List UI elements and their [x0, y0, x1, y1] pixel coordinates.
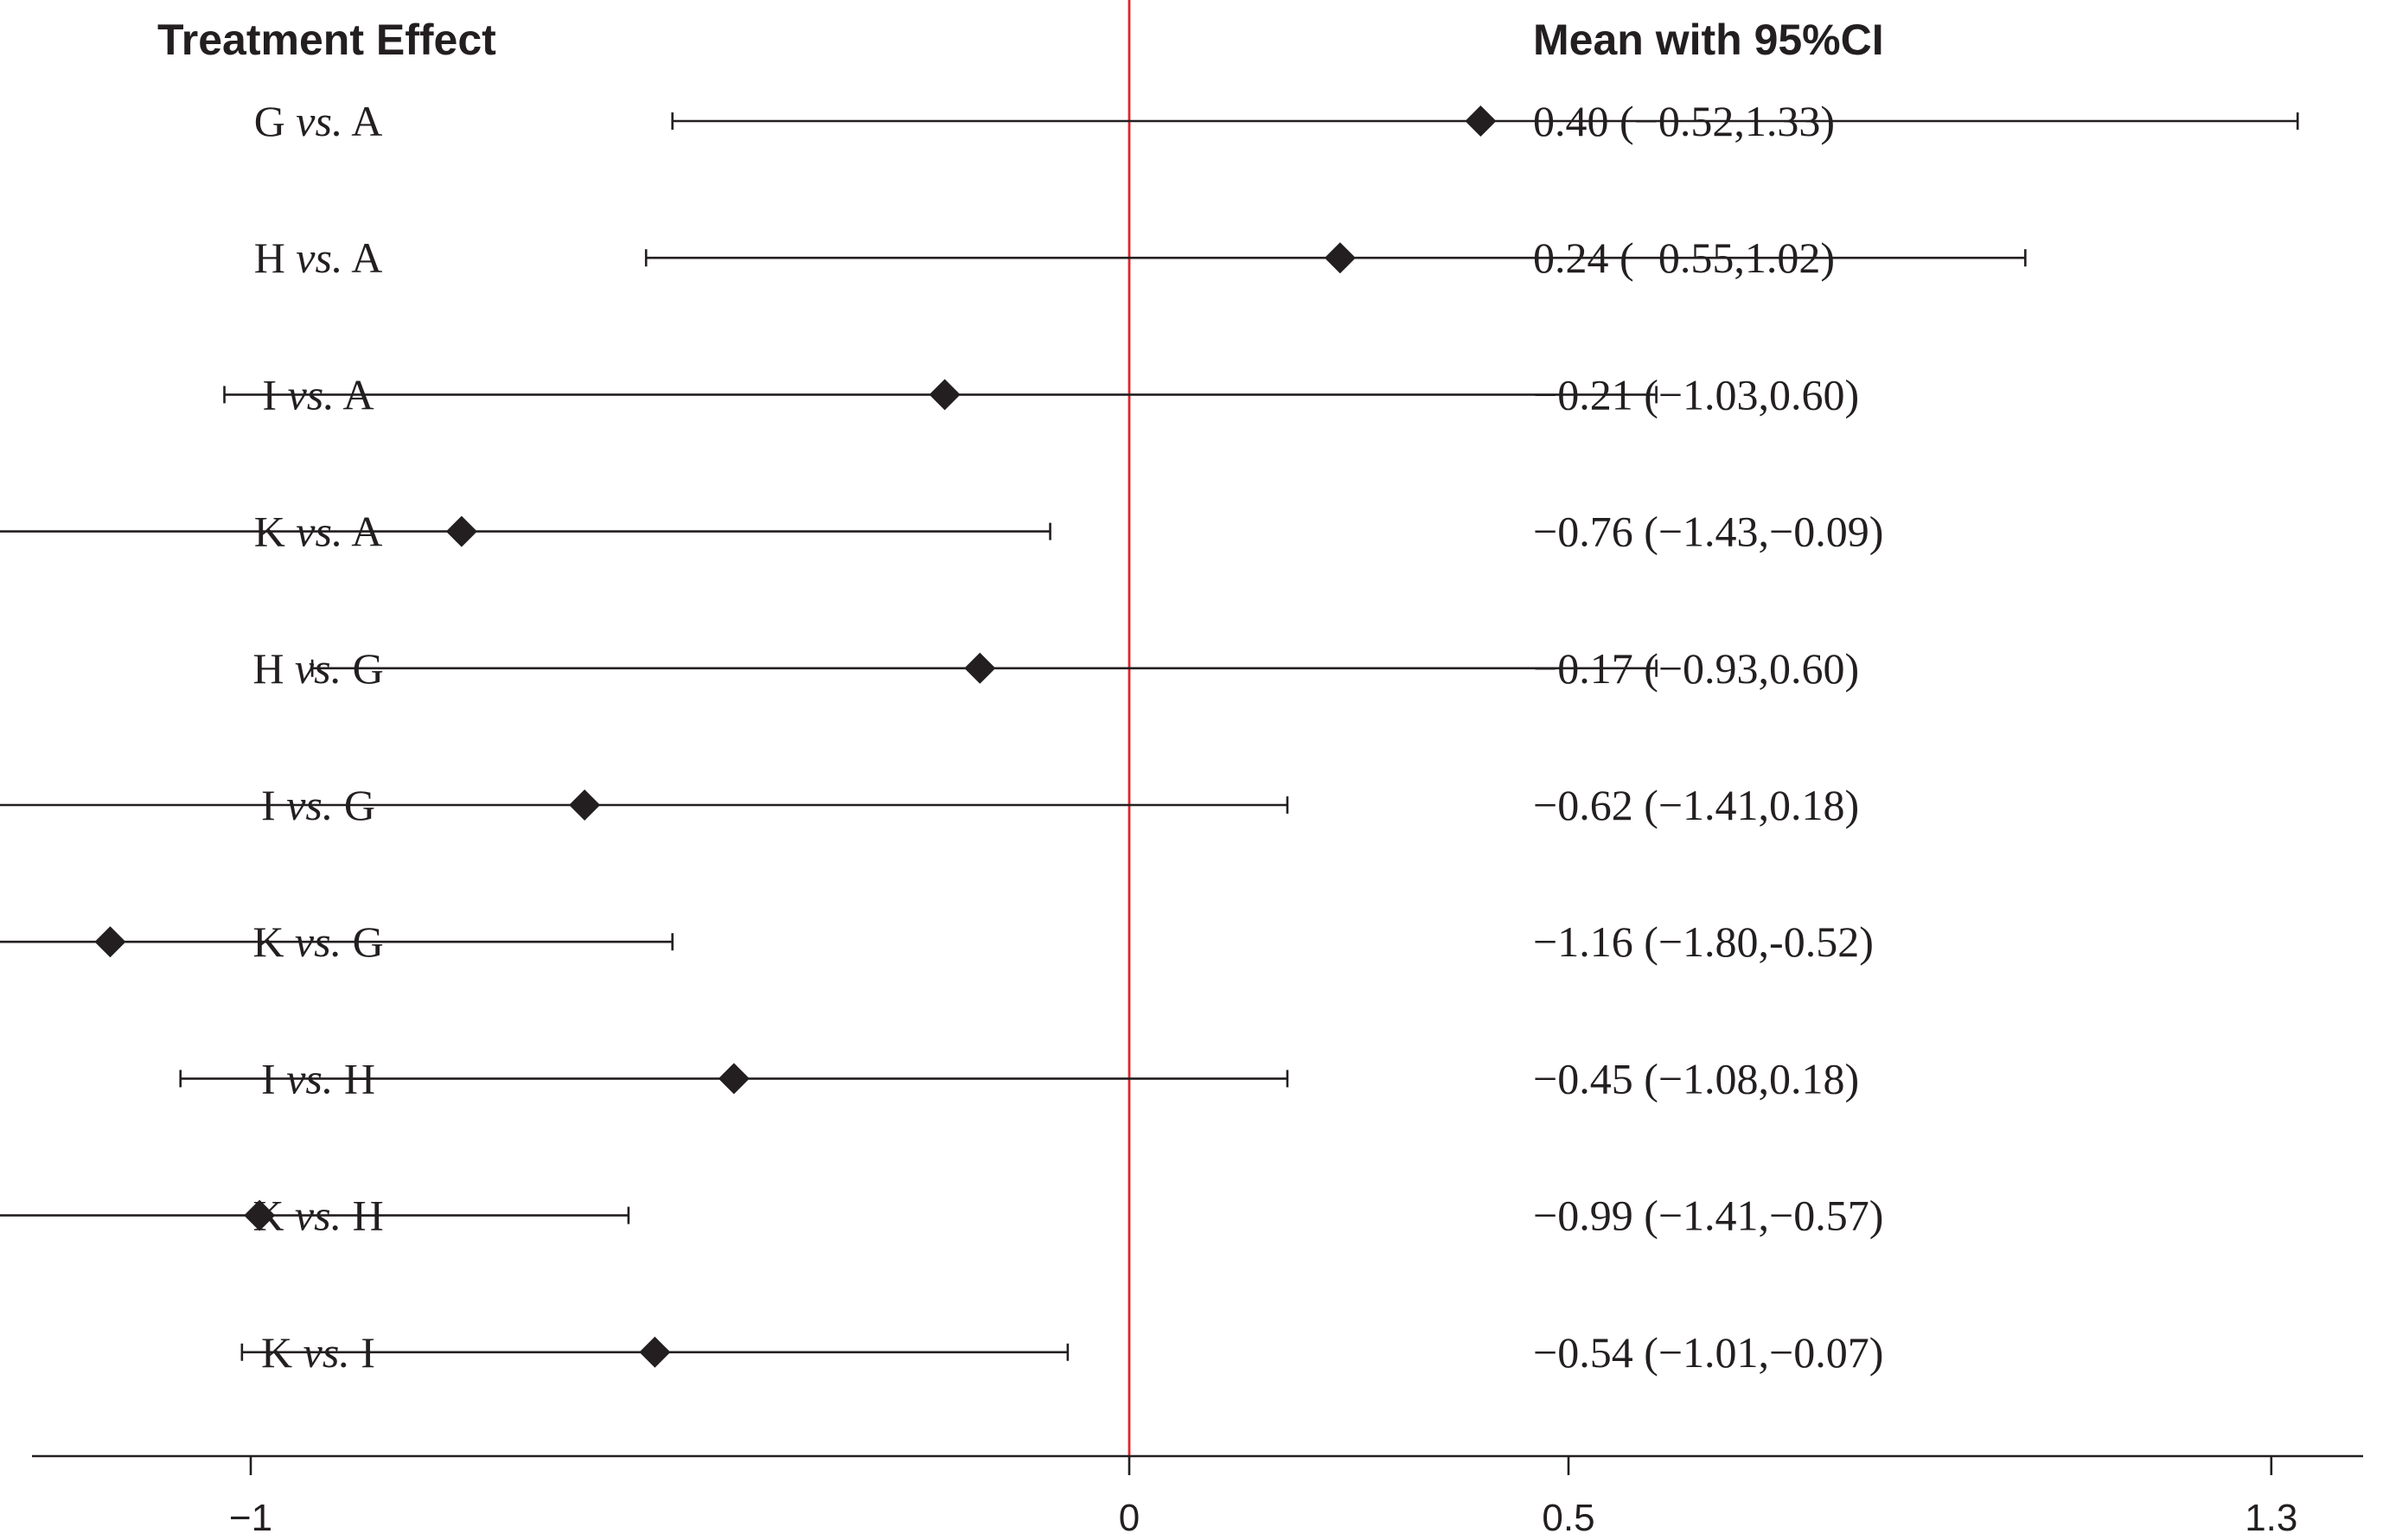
comparison-label-rhs: A — [342, 97, 382, 145]
forest-row: I vs. H −0.45 (−1.08,0.18) — [179, 1054, 1859, 1102]
point-estimate-diamond — [94, 926, 126, 958]
forest-row: H vs. G −0.17 (−0.93,0.60) — [252, 644, 1859, 693]
mean-ci-value: −0.62 (−1.41,0.18) — [1533, 781, 1859, 829]
x-tick-label: −1 — [229, 1497, 272, 1539]
x-axis-ticks: −1.8−100.51.3 — [229, 1456, 2297, 1539]
mean-ci-value: 0.40 (−0.52,1.33) — [1533, 97, 1835, 145]
point-estimate-diamond — [445, 515, 477, 547]
forest-row: K vs. H−0.99 (−1.41,−0.57) — [0, 1192, 1883, 1240]
x-tick-label: 1.3 — [2245, 1497, 2297, 1539]
point-estimate-diamond — [1324, 242, 1356, 274]
forest-row: I vs. G −0.62 (−1.41,0.18) — [0, 781, 1859, 829]
x-tick-label: 0.5 — [1542, 1497, 1594, 1539]
mean-ci-value: −0.99 (−1.41,−0.57) — [1533, 1192, 1883, 1240]
comparison-label-vs: vs. — [296, 233, 342, 282]
comparison-label-vs: vs. — [296, 97, 342, 145]
x-tick-label: 0 — [1119, 1497, 1140, 1539]
forest-row: K vs. G −1.16 (−1.80,-0.52) — [0, 917, 1874, 966]
comparison-label-rhs: A — [342, 233, 382, 282]
mean-ci-value: −0.45 (−1.08,0.18) — [1533, 1054, 1859, 1102]
point-estimate-diamond — [718, 1063, 750, 1095]
mean-ci-value: −0.76 (−1.43,−0.09) — [1533, 508, 1883, 556]
point-estimate-diamond — [639, 1336, 671, 1368]
forest-row: K vs. I −0.54 (−1.01,−0.07) — [240, 1328, 1883, 1377]
forest-row: I vs. A −0.21 (−1.03,0.60) — [223, 370, 1859, 419]
comparison-label-lhs: G — [254, 97, 297, 145]
forest-row: G vs. A 0.40 (−0.52,1.33) — [254, 97, 2299, 145]
header-treatment-effect: Treatment Effect — [157, 16, 496, 64]
mean-ci-value: −1.16 (−1.80,-0.52) — [1533, 917, 1874, 966]
mean-ci-value: −0.54 (−1.01,−0.07) — [1533, 1328, 1883, 1377]
comparison-label: H vs. A — [254, 233, 383, 282]
forest-rows: G vs. A 0.40 (−0.52,1.33) H vs. A 0.24 (−0.… — [0, 97, 2299, 1377]
header-mean-with-ci: Mean with 95%CI — [1533, 16, 1884, 64]
point-estimate-diamond — [569, 789, 601, 821]
comparison-label: G vs. A — [254, 97, 383, 145]
mean-ci-value: −0.21 (−1.03,0.60) — [1533, 370, 1859, 419]
point-estimate-diamond — [964, 652, 996, 684]
mean-ci-value: −0.17 (−0.93,0.60) — [1533, 644, 1859, 693]
forest-row: H vs. A 0.24 (−0.55,1.02) — [254, 233, 2027, 282]
mean-ci-value: 0.24 (−0.55,1.02) — [1533, 233, 1835, 282]
point-estimate-diamond — [244, 1199, 276, 1231]
comparison-label-lhs: H — [252, 644, 295, 693]
point-estimate-diamond — [1465, 105, 1497, 137]
forest-row: K vs. A −0.76 (−1.43,−0.09) — [0, 508, 1883, 556]
point-estimate-diamond — [929, 379, 961, 411]
comparison-label-lhs: H — [254, 233, 297, 282]
